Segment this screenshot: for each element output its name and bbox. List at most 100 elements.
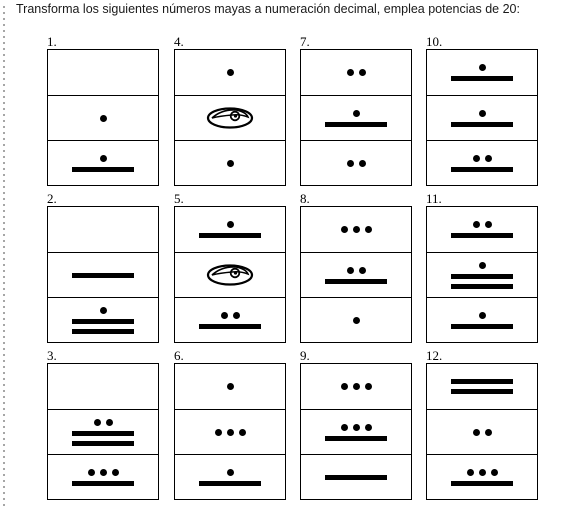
place-value-level-2 [427, 409, 537, 454]
dot-glyph [478, 468, 486, 476]
dot-group [99, 114, 107, 122]
dot-group [472, 221, 492, 228]
maya-number-table [300, 206, 412, 343]
dot-glyph [226, 221, 234, 228]
dot-glyph [87, 468, 95, 476]
place-value-level-1 [175, 50, 285, 95]
place-value-level-1 [48, 364, 158, 409]
dot-group [346, 69, 366, 76]
place-value-level-3 [175, 454, 285, 499]
dot-glyph [358, 69, 366, 76]
dot-group [226, 383, 234, 390]
place-value-level-3 [48, 454, 158, 499]
exercise-number: 8. [300, 191, 310, 206]
dot-group [214, 428, 246, 436]
bar-glyph [451, 121, 513, 127]
dot-group [478, 261, 486, 269]
instruction-text: Transforma los siguientes números mayas … [16, 2, 520, 16]
place-value-level-3 [48, 140, 158, 185]
bar-glyph [72, 480, 134, 486]
place-value-level-2 [301, 409, 411, 454]
dot-glyph [111, 468, 119, 476]
place-value-level-3 [48, 297, 158, 342]
bar-glyph [325, 278, 387, 284]
dot-glyph [226, 468, 234, 476]
place-value-level-2 [48, 95, 158, 140]
bar-glyph [199, 323, 261, 329]
place-value-level-1 [48, 50, 158, 95]
exercise-number: 9. [300, 348, 310, 363]
maya-number-table [426, 363, 538, 500]
maya-number-table [47, 49, 159, 186]
dot-group [226, 468, 234, 476]
bar-glyph [199, 480, 261, 486]
bar-glyph [451, 379, 513, 384]
dot-group [226, 69, 234, 76]
place-value-level-2 [301, 95, 411, 140]
maya-number-table [174, 49, 286, 186]
bar-glyph [72, 328, 134, 334]
dot-glyph [346, 69, 354, 76]
dot-glyph [226, 69, 234, 76]
bar-glyph [199, 233, 261, 238]
dot-glyph [478, 261, 486, 269]
place-value-level-3 [301, 454, 411, 499]
place-value-level-1 [175, 207, 285, 252]
dot-glyph [490, 468, 498, 476]
dot-group [478, 64, 486, 71]
dot-glyph [352, 109, 360, 117]
place-value-level-2 [175, 409, 285, 454]
dot-glyph [340, 383, 348, 390]
place-value-level-3 [301, 140, 411, 185]
maya-number-table [174, 363, 286, 500]
place-value-level-1 [427, 364, 537, 409]
dot-glyph [226, 159, 234, 167]
exercise-number: 5. [174, 191, 184, 206]
exercise-number: 12. [426, 348, 443, 363]
place-value-level-1 [427, 207, 537, 252]
place-value-level-2 [48, 409, 158, 454]
dot-glyph [364, 423, 372, 431]
bar-glyph [325, 121, 387, 127]
dot-glyph [478, 311, 486, 319]
dot-glyph [472, 154, 480, 162]
dot-glyph [484, 221, 492, 228]
dot-group [340, 383, 372, 390]
dot-group [352, 316, 360, 324]
dot-glyph [99, 114, 107, 122]
bar-glyph [451, 283, 513, 289]
place-value-level-2 [175, 95, 285, 140]
dot-glyph [346, 266, 354, 274]
dot-glyph [226, 383, 234, 390]
dot-group [478, 109, 486, 117]
exercise-number: 11. [426, 191, 442, 206]
maya-number-table [300, 49, 412, 186]
dot-glyph [364, 226, 372, 233]
dot-glyph [93, 418, 101, 426]
dot-glyph [340, 226, 348, 233]
dot-group [466, 468, 498, 476]
place-value-level-1 [301, 207, 411, 252]
dot-group [99, 154, 107, 162]
dot-glyph [340, 423, 348, 431]
dot-group [226, 159, 234, 167]
bar-glyph [451, 233, 513, 238]
dot-group [346, 159, 366, 167]
place-value-level-3 [427, 454, 537, 499]
place-value-level-1 [175, 364, 285, 409]
dot-glyph [352, 423, 360, 431]
dot-glyph [358, 266, 366, 274]
bar-glyph [451, 323, 513, 329]
exercise-number: 10. [426, 34, 443, 49]
dot-glyph [484, 428, 492, 436]
dot-glyph [105, 418, 113, 426]
bar-glyph [451, 166, 513, 172]
place-value-level-3 [427, 297, 537, 342]
dot-group [472, 154, 492, 162]
exercise-number: 2. [47, 191, 57, 206]
dot-glyph [478, 109, 486, 117]
exercise-number: 7. [300, 34, 310, 49]
dot-glyph [99, 154, 107, 162]
dot-glyph [99, 468, 107, 476]
place-value-level-1 [427, 50, 537, 95]
